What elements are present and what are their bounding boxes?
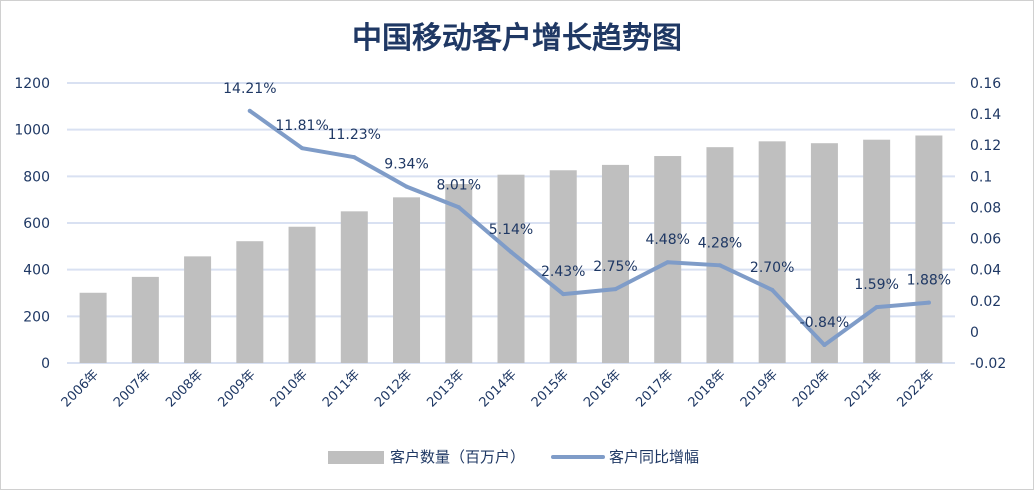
line-point [926,300,931,305]
line-point [509,249,513,254]
bar [79,292,107,363]
bar [184,256,212,363]
line-point [352,155,357,160]
bar [654,156,682,363]
y-left-tick-label: 1000 [14,123,50,139]
y-right-tick-label: 0.08 [970,200,1001,216]
data-label: 11.81% [275,118,328,134]
y-left-tick-label: 600 [23,216,50,232]
y-left-tick-label: 1200 [14,76,50,92]
y-right-tick-label: 0.1 [970,169,992,185]
data-label: 9.34% [384,157,428,173]
bar [549,170,577,363]
bar [445,184,473,363]
data-label: 14.21% [223,81,276,97]
bar [706,147,734,363]
line-point [300,146,305,151]
data-label: 4.28% [698,235,742,251]
bar [758,141,786,363]
line-point [404,184,409,189]
legend-label-line: 客户同比增幅 [609,448,699,466]
bar [810,143,838,363]
line-point [247,108,252,113]
y-right-tick-label: 0.16 [970,76,1001,92]
line-point [456,205,461,210]
line-point [561,292,566,297]
y-right-tick-label: 0.14 [970,107,1001,123]
y-right-tick-label: 0 [970,325,979,341]
line-point [665,260,670,265]
legend-swatch-bar [328,451,384,464]
y-left-tick-label: 0 [41,356,50,372]
data-label: 8.01% [437,177,481,193]
data-label: 5.14% [489,222,533,238]
bar [601,164,629,363]
data-label: -0.84% [800,315,850,331]
data-label: 1.59% [854,277,898,293]
y-right-tick-label: 0.12 [970,138,1001,154]
data-label: 1.88% [907,273,951,289]
bar [863,139,891,363]
y-left-tick-label: 200 [23,309,50,325]
line-point [874,305,879,310]
data-label: 4.48% [645,232,689,248]
growth-line [247,108,931,347]
y-left-tick-label: 800 [23,169,50,185]
y-right-tick-label: 0.06 [970,232,1001,248]
bar [915,135,943,363]
bar [288,226,316,363]
bar [340,211,368,363]
y-right-tick-label: -0.02 [970,356,1006,372]
data-label: 2.70% [750,260,794,276]
bar [497,174,525,363]
line-point [770,287,775,292]
line-point [613,287,618,292]
data-label: 2.43% [541,264,585,280]
y-left-tick-label: 400 [23,263,50,279]
data-label: 2.75% [593,259,637,275]
line-point [822,342,827,347]
bar [393,197,421,363]
y-right-tick-label: 0.02 [970,294,1001,310]
data-label: 11.23% [328,127,381,143]
y-right-tick-label: 0.04 [970,263,1001,279]
bar [236,241,264,363]
bar [131,276,159,363]
line-point [717,263,722,268]
chart-title: 中国移动客户增长趋势图 [352,21,682,56]
legend-label-bar: 客户数量（百万户） [390,448,525,466]
